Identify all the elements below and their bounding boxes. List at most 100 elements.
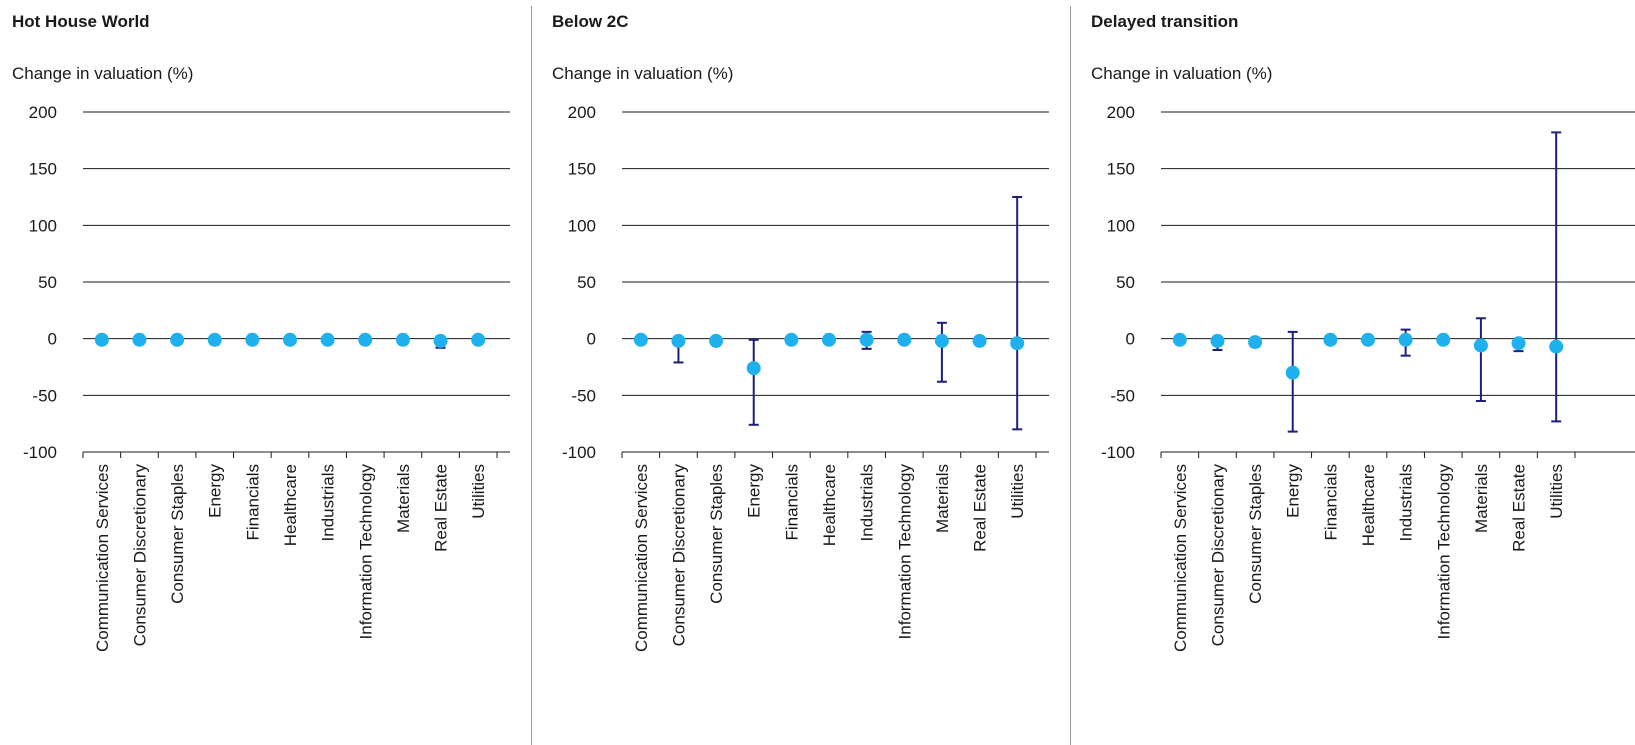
y-tick-label: 200 [1107,103,1135,122]
y-tick-label: 200 [29,103,57,122]
x-tick-label: Consumer Discretionary [669,464,688,647]
x-tick-label: Materials [1472,464,1491,533]
panel-divider [531,6,532,745]
data-point [1285,365,1300,380]
chart-panel: 200 150 100 50 0 -50 -100 Communication Service… [23,103,510,652]
y-tick-label: 150 [29,160,57,179]
data-point [897,332,912,347]
y-tick-label: 50 [38,273,57,292]
data-point [1511,336,1526,351]
x-tick-label: Industrials [1397,464,1416,541]
y-tick-label: 150 [568,160,596,179]
x-tick-label: Healthcare [820,464,839,546]
x-tick-label: Communication Services [93,464,112,652]
x-tick-label: Industrials [319,464,338,541]
data-point [245,332,260,347]
chart-panel: 200 150 100 50 0 -50 -100 Communication Service… [562,103,1049,652]
data-point [471,332,486,347]
data-point [1436,332,1451,347]
data-point [207,332,222,347]
x-tick-label: Financials [782,464,801,541]
data-point [1010,336,1025,351]
data-point [94,332,109,347]
y-tick-label: 50 [1116,273,1135,292]
x-tick-label: Consumer Discretionary [130,464,149,647]
y-tick-label: -100 [562,443,596,462]
data-point [1361,332,1375,347]
x-tick-label: Consumer Staples [168,464,187,604]
y-tick-label: 200 [568,103,596,122]
data-point [859,332,874,347]
data-point [283,332,297,347]
x-tick-label: Healthcare [1359,464,1378,546]
panel-title-hot-house-world: Hot House World [12,12,150,31]
data-point [1210,333,1225,348]
x-tick-label: Information Technology [895,464,914,640]
x-tick-label: Healthcare [281,464,300,546]
panel-title-below-2c: Below 2C [552,12,629,31]
x-tick-label: Utilities [1547,464,1566,519]
y-axis-label-hot-house-world: Change in valuation (%) [12,64,194,83]
y-axis-label-delayed-transition: Change in valuation (%) [1091,64,1273,83]
y-axis-label-below-2c: Change in valuation (%) [552,64,734,83]
y-tick-label: 0 [48,330,57,349]
data-point [320,332,335,347]
data-point [633,332,648,347]
data-point [709,333,724,348]
data-point [1323,332,1338,347]
x-tick-label: Industrials [858,464,877,541]
x-tick-label: Utilities [469,464,488,519]
x-tick-label: Consumer Discretionary [1208,464,1227,647]
data-point [1473,338,1488,353]
x-tick-label: Communication Services [632,464,651,652]
y-tick-label: -100 [1101,443,1135,462]
x-tick-label: Utilities [1008,464,1027,519]
x-tick-label: Materials [394,464,413,533]
data-point [395,332,410,347]
data-point [1549,339,1564,354]
data-point [746,361,761,376]
x-tick-label: Information Technology [1434,464,1453,640]
y-tick-label: 0 [587,330,596,349]
x-tick-label: Consumer Staples [707,464,726,604]
x-tick-label: Consumer Staples [1246,464,1265,604]
x-tick-label: Real Estate [1510,464,1529,552]
y-tick-label: 0 [1126,330,1135,349]
data-point [784,332,799,347]
x-tick-label: Financials [243,464,262,541]
chart-panel: 200 150 100 50 0 -50 -100 Communication Service… [1101,103,1635,652]
y-tick-label: -50 [571,386,596,405]
data-point [1248,335,1263,350]
y-tick-label: 100 [1107,216,1135,235]
data-point [934,333,949,348]
data-point [1398,332,1413,347]
data-point [170,332,185,347]
data-point [1172,332,1187,347]
y-tick-label: 100 [29,216,57,235]
panel-title-delayed-transition: Delayed transition [1091,12,1239,31]
data-point [822,332,836,347]
x-tick-label: Energy [206,464,225,518]
data-point [358,332,373,347]
y-tick-label: 150 [1107,160,1135,179]
data-point [132,332,147,347]
x-tick-label: Real Estate [432,464,451,552]
x-tick-label: Real Estate [971,464,990,552]
x-tick-label: Materials [933,464,952,533]
data-point [671,333,686,348]
y-tick-label: 100 [568,216,596,235]
panel-divider [1070,6,1071,745]
x-tick-label: Energy [745,464,764,518]
data-point [972,333,987,348]
y-tick-label: -100 [23,443,57,462]
x-tick-label: Energy [1284,464,1303,518]
x-tick-label: Information Technology [356,464,375,640]
y-tick-label: 50 [577,273,596,292]
x-tick-label: Financials [1321,464,1340,541]
x-tick-label: Communication Services [1171,464,1190,652]
y-tick-label: -50 [32,386,57,405]
data-point [433,333,448,348]
y-tick-label: -50 [1110,386,1135,405]
